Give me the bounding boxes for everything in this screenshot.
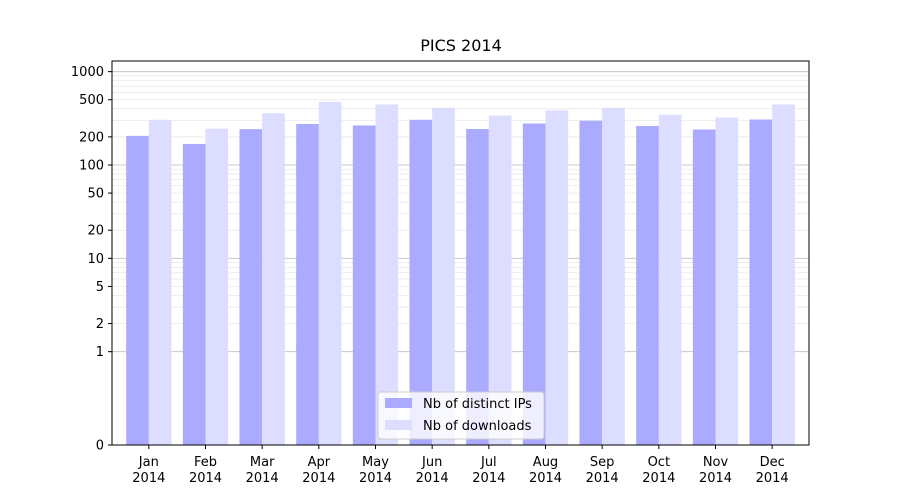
bar-distinct-ips: [749, 119, 773, 446]
bar-distinct-ips: [182, 143, 206, 445]
x-tick-label-year: 2014: [529, 471, 562, 486]
x-tick-label-year: 2014: [699, 471, 732, 486]
x-tick-label-month: Sep: [590, 455, 615, 470]
x-tick-label-month: Jun: [421, 455, 442, 470]
x-tick-label-month: Oct: [648, 455, 670, 470]
bar-distinct-ips: [692, 129, 716, 445]
x-tick-label-month: Jul: [480, 455, 497, 470]
bar-downloads: [772, 104, 795, 445]
x-tick-label-year: 2014: [472, 471, 505, 486]
legend-label-distinct-ips: Nb of distinct IPs: [423, 397, 532, 412]
y-tick-label: 0: [96, 439, 104, 454]
bar-distinct-ips: [126, 135, 149, 445]
x-tick-label-month: Mar: [250, 455, 275, 470]
y-tick-label: 20: [87, 224, 104, 239]
bar-distinct-ips: [239, 129, 263, 446]
y-tick-label: 10: [87, 252, 104, 267]
bar-downloads: [488, 115, 512, 446]
x-tick-label-year: 2014: [189, 471, 222, 486]
x-tick-label-year: 2014: [756, 471, 789, 486]
y-tick-label: 50: [87, 187, 104, 202]
legend-swatch-distinct-ips: [385, 398, 412, 408]
x-tick-label-month: Feb: [194, 455, 217, 470]
x-tick-label-month: May: [362, 455, 389, 470]
x-tick-label-year: 2014: [586, 471, 619, 486]
x-tick-label-year: 2014: [302, 471, 335, 486]
bar-downloads: [375, 104, 399, 445]
bar-distinct-ips: [409, 119, 433, 446]
legend: Nb of distinct IPs Nb of downloads: [377, 391, 545, 440]
bar-downloads: [205, 128, 229, 446]
bar-downloads: [602, 107, 625, 445]
legend-label-downloads: Nb of downloads: [423, 419, 532, 434]
x-tick-label-month: Jan: [138, 455, 159, 470]
x-axis: Jan2014Feb2014Mar2014Apr2014May2014Jun20…: [132, 445, 789, 486]
y-tick-label: 1: [96, 345, 104, 360]
x-tick-label-month: Aug: [533, 455, 558, 470]
bar-distinct-ips: [352, 125, 376, 445]
plot-frame: [111, 60, 810, 446]
y-tick-label: 500: [79, 93, 104, 108]
x-tick-label-month: Nov: [703, 455, 729, 470]
bar-distinct-ips: [579, 120, 603, 445]
x-tick-label-year: 2014: [416, 471, 449, 486]
bar-distinct-ips: [522, 123, 546, 446]
legend-box: [377, 391, 545, 440]
bar-downloads: [318, 101, 342, 446]
x-tick-label-month: Dec: [760, 455, 785, 470]
bars: [126, 101, 795, 446]
bar-downloads: [262, 113, 285, 446]
x-tick-label-year: 2014: [132, 471, 165, 486]
bar-downloads: [715, 117, 739, 445]
y-tick-label: 1000: [71, 65, 104, 80]
bar-downloads: [432, 107, 455, 445]
x-tick-label-year: 2014: [642, 471, 675, 486]
bar-distinct-ips: [466, 128, 489, 446]
y-axis: 0 1 2 5 10 20 50 100 200 500 1000: [71, 65, 112, 454]
x-tick-label-year: 2014: [246, 471, 279, 486]
y-tick-label: 5: [96, 280, 104, 295]
y-tick-label: 2: [96, 317, 104, 332]
x-tick-label-year: 2014: [359, 471, 392, 486]
bar-downloads: [658, 114, 682, 446]
bar-downloads: [545, 110, 569, 445]
bar-distinct-ips: [636, 125, 659, 445]
chart-title: PICS 2014: [420, 36, 502, 55]
legend-swatch-downloads: [385, 420, 412, 430]
bar-distinct-ips: [296, 123, 319, 445]
x-tick-label-month: Apr: [308, 455, 331, 470]
y-tick-label: 200: [79, 130, 104, 145]
y-tick-label: 100: [79, 158, 104, 173]
bar-downloads: [148, 119, 172, 446]
